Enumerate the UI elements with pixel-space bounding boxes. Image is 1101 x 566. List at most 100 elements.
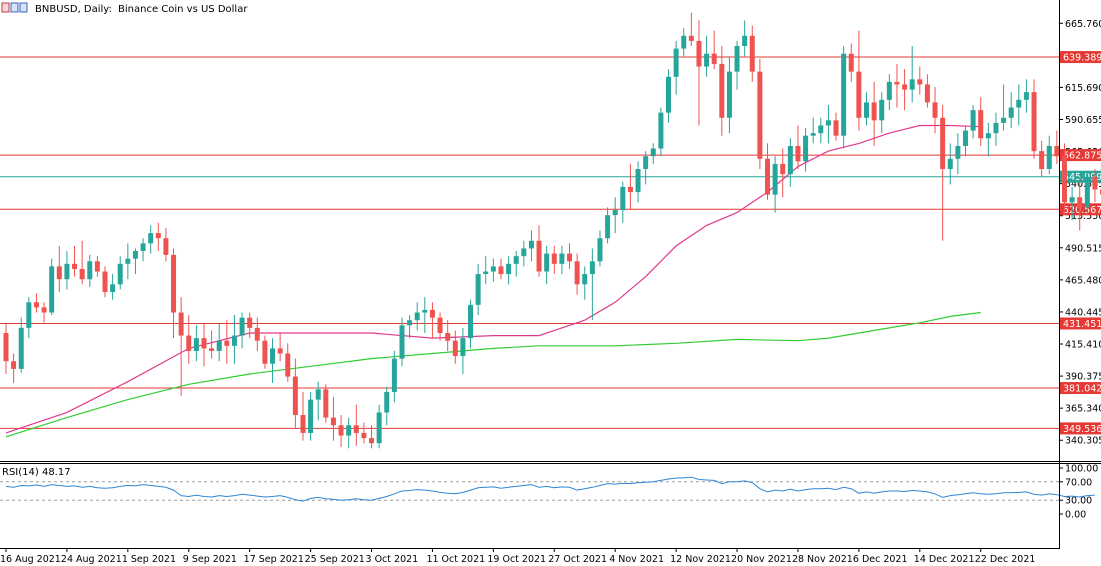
candle[interactable] [810, 117, 816, 144]
candle[interactable] [635, 161, 641, 203]
candle[interactable] [871, 81, 877, 146]
candle[interactable] [308, 391, 314, 441]
candle[interactable] [772, 156, 778, 213]
candle[interactable] [171, 248, 177, 339]
candle[interactable] [475, 263, 481, 316]
candle[interactable] [18, 317, 24, 373]
candle[interactable] [445, 320, 451, 351]
candle[interactable] [1054, 130, 1060, 164]
chart-toolbar[interactable] [1, 2, 28, 13]
candle[interactable] [11, 353, 17, 383]
candle[interactable] [1092, 169, 1098, 203]
candle[interactable] [597, 230, 603, 267]
candle[interactable] [72, 245, 78, 277]
candle[interactable] [749, 25, 755, 82]
candle[interactable] [437, 312, 443, 341]
candle[interactable] [1008, 92, 1014, 129]
candle[interactable] [757, 58, 763, 170]
candle[interactable] [551, 245, 557, 275]
candle[interactable] [414, 302, 420, 331]
candle[interactable] [452, 330, 458, 364]
candle[interactable] [605, 207, 611, 244]
candle[interactable] [627, 163, 633, 211]
candle[interactable] [224, 320, 230, 364]
window-icon[interactable] [1, 2, 28, 13]
candle[interactable] [955, 133, 961, 175]
candle[interactable] [102, 266, 108, 298]
candle[interactable] [795, 125, 801, 170]
candle[interactable] [544, 245, 550, 285]
candle[interactable] [353, 404, 359, 446]
candle[interactable] [620, 181, 626, 223]
candle[interactable] [1031, 79, 1037, 159]
candle[interactable] [33, 293, 39, 313]
candle[interactable] [209, 330, 215, 359]
candle[interactable] [833, 112, 839, 141]
candle[interactable] [117, 256, 123, 290]
candle[interactable] [300, 391, 306, 441]
candle[interactable] [49, 258, 55, 316]
candle[interactable] [193, 325, 199, 362]
candle[interactable] [1016, 84, 1022, 126]
candle[interactable] [940, 104, 946, 241]
candle[interactable] [582, 266, 588, 300]
candle[interactable] [1077, 176, 1083, 231]
candle[interactable] [765, 143, 770, 200]
candle[interactable] [711, 30, 717, 70]
candle[interactable] [993, 112, 999, 146]
candle[interactable] [64, 251, 70, 290]
candle[interactable] [483, 256, 489, 285]
candle[interactable] [970, 104, 976, 139]
candle[interactable] [178, 297, 184, 396]
candle[interactable] [962, 125, 968, 157]
candle[interactable] [528, 230, 534, 262]
candle[interactable] [132, 248, 138, 275]
candle[interactable] [841, 46, 847, 149]
candle[interactable] [818, 117, 824, 144]
candle[interactable] [1039, 140, 1045, 177]
candle[interactable] [56, 245, 62, 293]
candle[interactable] [574, 253, 580, 295]
candle[interactable] [978, 97, 984, 146]
candle[interactable] [513, 251, 519, 277]
candle[interactable] [848, 43, 854, 82]
candle[interactable] [856, 30, 862, 131]
candle[interactable] [490, 258, 496, 282]
candle[interactable] [270, 338, 276, 383]
candle[interactable] [863, 92, 869, 126]
candle[interactable] [186, 315, 192, 364]
candle[interactable] [985, 122, 991, 157]
candle[interactable] [277, 333, 283, 362]
candle[interactable] [521, 240, 527, 267]
candle[interactable] [216, 322, 222, 362]
candle[interactable] [589, 248, 595, 321]
candle[interactable] [909, 46, 915, 103]
moving-average-slow-line[interactable] [5, 311, 981, 438]
candle[interactable] [41, 302, 47, 323]
candle[interactable] [422, 297, 428, 334]
candle[interactable] [673, 40, 679, 95]
candle[interactable] [696, 20, 702, 126]
candle[interactable] [1046, 135, 1052, 175]
candle[interactable] [239, 312, 245, 349]
candle[interactable] [719, 46, 725, 136]
candle[interactable] [384, 386, 390, 426]
candle[interactable] [506, 256, 512, 285]
candle[interactable] [803, 128, 809, 172]
candle[interactable] [825, 104, 831, 144]
candle[interactable] [110, 274, 116, 300]
candle[interactable] [247, 312, 253, 339]
candle[interactable] [643, 151, 649, 185]
candle[interactable] [407, 315, 413, 339]
candle[interactable] [429, 302, 435, 339]
candle[interactable] [894, 63, 900, 108]
candle[interactable] [460, 327, 466, 375]
candle[interactable] [140, 238, 146, 262]
candle[interactable] [902, 69, 908, 111]
candle[interactable] [346, 417, 352, 449]
candle[interactable] [369, 425, 375, 449]
candle[interactable] [726, 56, 732, 134]
candle[interactable] [780, 148, 786, 198]
candle[interactable] [886, 74, 892, 111]
candle[interactable] [681, 28, 687, 57]
